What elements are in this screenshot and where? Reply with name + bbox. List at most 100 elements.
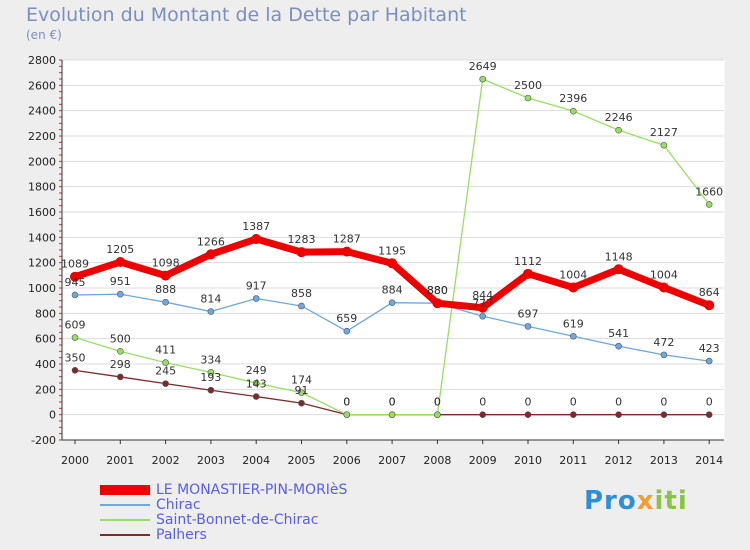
data-point	[479, 312, 487, 320]
data-label: 143	[246, 378, 267, 391]
data-point	[479, 75, 487, 83]
x-tick-label: 2013	[650, 454, 678, 467]
legend-label: Palhers	[156, 527, 207, 543]
data-label: 0	[525, 396, 532, 409]
logo-part-3: iti	[654, 486, 688, 516]
data-point	[71, 291, 79, 299]
data-point	[434, 411, 441, 418]
x-tick-label: 2009	[469, 454, 497, 467]
data-label: 844	[472, 289, 493, 302]
logo-part-1: Pro	[584, 486, 637, 516]
y-tick-label: 800	[35, 307, 56, 320]
data-label: 174	[291, 374, 312, 387]
x-tick-label: 2001	[106, 454, 134, 467]
data-label: 1660	[695, 185, 723, 198]
x-tick-label: 2005	[288, 454, 316, 467]
data-point	[387, 258, 398, 269]
data-point	[207, 369, 215, 376]
data-label: 1089	[61, 258, 89, 271]
y-tick-label: 2200	[28, 130, 56, 143]
x-tick-label: 2006	[333, 454, 361, 467]
data-point	[658, 282, 669, 293]
data-label: 1266	[197, 235, 225, 248]
x-tick-label: 2007	[378, 454, 406, 467]
data-label: 1205	[106, 243, 134, 256]
data-label: 91	[295, 384, 309, 397]
data-label: 0	[706, 396, 713, 409]
x-tick-label: 2008	[423, 454, 451, 467]
data-label: 659	[336, 312, 357, 325]
legend-swatch	[100, 519, 150, 521]
data-point	[252, 393, 260, 400]
data-label: 945	[65, 276, 86, 289]
data-point	[70, 271, 80, 282]
y-tick-label: 2000	[28, 155, 56, 168]
data-label: 1098	[152, 257, 180, 270]
x-tick-label: 2010	[514, 454, 542, 467]
data-label: 0	[615, 396, 622, 409]
data-point	[615, 126, 622, 134]
legend-label: Saint-Bonnet-de-Chirac	[156, 512, 319, 528]
data-point	[251, 233, 262, 244]
data-point	[298, 302, 305, 310]
data-point	[343, 327, 351, 335]
data-point	[388, 299, 396, 306]
data-point	[704, 300, 715, 311]
data-point	[162, 359, 169, 366]
data-label: 2246	[605, 111, 633, 124]
data-point	[569, 411, 577, 418]
data-label: 0	[570, 396, 577, 409]
y-tick-label: -200	[31, 434, 56, 447]
data-label: 249	[246, 364, 267, 377]
data-label: 884	[382, 284, 403, 297]
data-point	[569, 332, 577, 340]
data-label: 1148	[605, 250, 633, 263]
data-point	[117, 373, 124, 381]
data-point	[432, 298, 443, 309]
data-point	[705, 201, 713, 208]
data-point	[388, 411, 396, 418]
chart-unit-label: (en €)	[26, 28, 62, 42]
data-point	[479, 411, 487, 418]
data-label: 2500	[514, 79, 542, 92]
y-tick-label: 1000	[28, 282, 56, 295]
data-point	[660, 351, 668, 359]
data-point	[343, 411, 351, 418]
data-point	[705, 357, 713, 365]
y-tick-label: 200	[35, 383, 56, 396]
y-tick-label: 1800	[28, 181, 56, 194]
data-point	[705, 411, 713, 418]
data-point	[117, 290, 124, 298]
data-point	[117, 348, 124, 355]
data-point	[71, 367, 79, 374]
data-label: 777	[472, 297, 493, 310]
x-tick-label: 2004	[242, 454, 270, 467]
data-point	[615, 411, 622, 418]
data-label: 0	[343, 396, 350, 409]
data-label: 541	[608, 327, 629, 340]
line-chart: -200020040060080010001200140016001800200…	[28, 54, 725, 467]
data-point	[160, 270, 171, 281]
data-label: 1387	[242, 220, 270, 233]
data-label: 880	[427, 284, 448, 297]
y-tick-label: 1200	[28, 257, 56, 270]
data-label: 0	[389, 396, 396, 409]
data-label: 500	[110, 332, 131, 345]
data-label: 609	[65, 319, 86, 332]
data-label: 472	[653, 336, 674, 349]
data-label: 245	[155, 365, 176, 378]
proxiti-logo: Proxiti	[584, 486, 688, 516]
data-point	[296, 247, 307, 258]
x-tick-label: 2003	[197, 454, 225, 467]
x-tick-label: 2000	[61, 454, 89, 467]
y-tick-label: 2800	[28, 54, 56, 67]
data-label: 423	[699, 342, 720, 355]
data-point	[523, 268, 533, 279]
data-label: 697	[518, 307, 539, 320]
data-label: 888	[155, 283, 176, 296]
data-point	[524, 94, 532, 102]
data-label: 1112	[514, 255, 542, 268]
data-point	[613, 264, 624, 275]
data-point	[660, 141, 668, 149]
data-label: 1004	[650, 268, 678, 281]
